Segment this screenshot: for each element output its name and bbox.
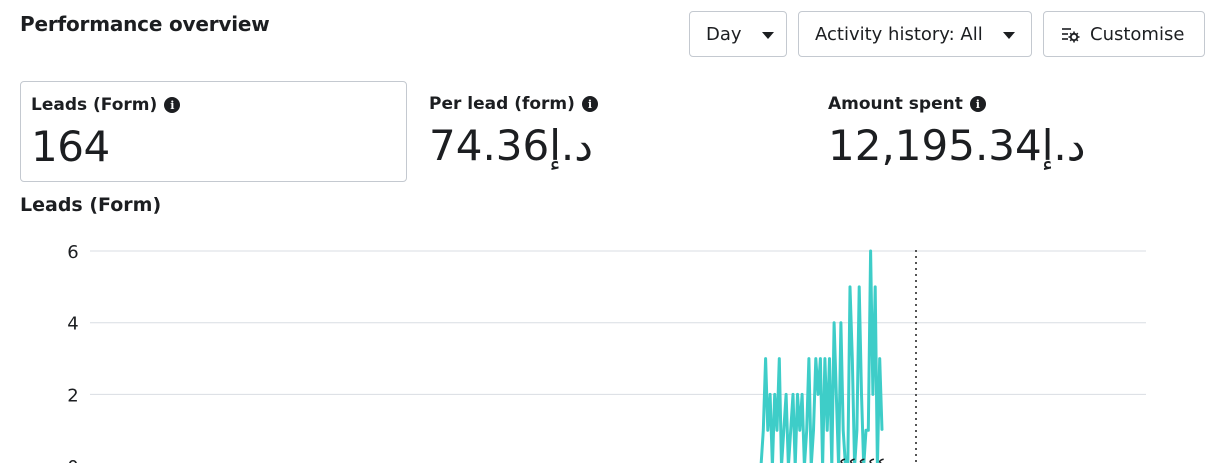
y-tick-label: 0 xyxy=(67,457,78,463)
data-point xyxy=(778,357,781,360)
activity-history-dropdown-button[interactable]: Activity history: All xyxy=(798,11,1032,57)
data-point xyxy=(815,357,817,360)
data-point xyxy=(789,429,792,432)
caret-down-icon xyxy=(761,31,774,39)
data-point xyxy=(764,357,767,360)
data-point xyxy=(799,429,801,432)
metric-value: 164 xyxy=(31,122,110,171)
metric-value: 12,195.34د.إ xyxy=(828,121,1086,170)
data-point xyxy=(842,429,844,432)
y-tick-label: 4 xyxy=(67,314,78,335)
data-point xyxy=(812,429,815,432)
data-point xyxy=(874,286,876,288)
data-point xyxy=(805,429,808,432)
data-point xyxy=(881,429,883,432)
customise-settings-icon xyxy=(1062,28,1080,43)
info-icon[interactable]: i xyxy=(164,97,181,113)
data-point xyxy=(869,250,872,252)
data-point xyxy=(783,429,785,432)
y-tick-label: 2 xyxy=(67,385,78,406)
x-axis-label-fragment: ٤٤٤٤٤ xyxy=(838,454,886,463)
customise-button[interactable]: Customise xyxy=(1043,11,1205,57)
data-point xyxy=(801,393,803,396)
data-point xyxy=(849,286,851,288)
data-point xyxy=(867,429,870,432)
data-point xyxy=(878,357,881,360)
metric-card-amount-spent[interactable]: Amount spent i 12,195.34د.إ xyxy=(818,81,1198,182)
data-point xyxy=(767,429,769,432)
data-point xyxy=(860,393,863,396)
metric-value: 74.36د.إ xyxy=(429,121,593,170)
data-point xyxy=(773,393,776,396)
metric-label: Leads (Form) xyxy=(31,95,158,115)
data-point xyxy=(824,357,826,360)
y-tick-label: 6 xyxy=(67,242,78,263)
data-point xyxy=(851,357,854,360)
metric-label-row: Amount spent i xyxy=(828,94,986,114)
data-point xyxy=(856,429,858,432)
data-point xyxy=(769,393,771,396)
data-point xyxy=(785,393,787,396)
data-point xyxy=(817,393,819,396)
data-point xyxy=(872,393,874,396)
day-dropdown-button[interactable]: Day xyxy=(689,11,787,57)
metric-label: Amount spent xyxy=(828,94,963,114)
data-point xyxy=(808,357,810,360)
info-icon[interactable]: i xyxy=(581,96,598,112)
data-point xyxy=(858,286,860,288)
data-point xyxy=(826,429,828,432)
metric-label-row: Per lead (form) i xyxy=(429,94,598,114)
data-point xyxy=(776,429,778,432)
info-icon[interactable]: i xyxy=(969,96,986,112)
metric-label: Per lead (form) xyxy=(429,94,575,114)
data-point xyxy=(840,321,842,324)
caret-down-icon xyxy=(1002,31,1015,39)
metric-label-row: Leads (Form) i xyxy=(31,95,181,115)
series-line xyxy=(759,249,884,463)
data-point xyxy=(796,393,799,396)
data-point xyxy=(865,429,867,432)
page-title: Performance overview xyxy=(20,12,270,36)
data-point xyxy=(835,393,838,396)
customise-label: Customise xyxy=(1090,23,1185,45)
metric-card-per-lead[interactable]: Per lead (form) i 74.36د.إ xyxy=(419,81,799,182)
data-point xyxy=(819,357,822,360)
data-point xyxy=(828,357,831,360)
data-point xyxy=(762,429,765,432)
metric-card-leads[interactable]: Leads (Form) i 164 xyxy=(20,81,407,182)
day-dropdown-label: Day xyxy=(706,23,742,45)
activity-history-label: Activity history: All xyxy=(815,23,983,45)
chart-title: Leads (Form) xyxy=(20,194,162,216)
data-point xyxy=(792,393,794,396)
data-point xyxy=(833,321,835,324)
